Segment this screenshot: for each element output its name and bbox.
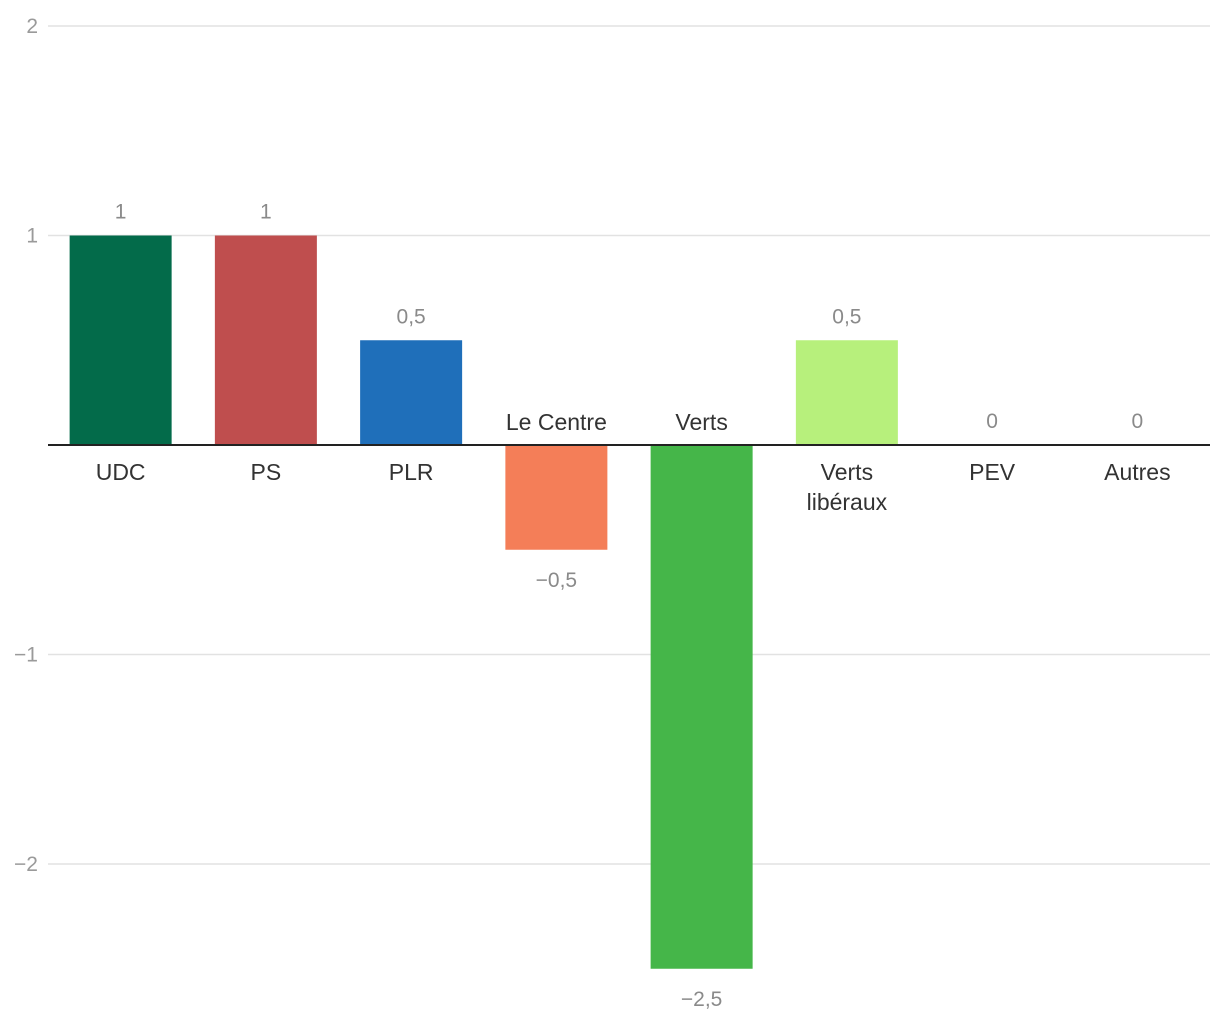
- value-label-le-centre: −0,5: [536, 569, 577, 592]
- category-label-line: PEV: [969, 459, 1016, 485]
- category-label-line: Autres: [1104, 459, 1170, 485]
- category-label-ps: PS: [251, 459, 282, 485]
- category-label-plr: PLR: [389, 459, 434, 485]
- value-label-autres: 0: [1132, 410, 1144, 433]
- y-tick-label: −1: [14, 644, 38, 667]
- bars: [69, 235, 898, 969]
- category-label-autres: Autres: [1104, 459, 1170, 485]
- category-label-pev: PEV: [969, 459, 1016, 485]
- category-label-udc: UDC: [96, 459, 146, 485]
- category-label-line: PLR: [389, 459, 434, 485]
- y-tick-label: 2: [26, 15, 38, 38]
- category-label-line: libéraux: [807, 489, 888, 515]
- category-label-line: UDC: [96, 459, 146, 485]
- category-label-verts: Verts: [675, 409, 727, 435]
- category-label-le-centre: Le Centre: [506, 409, 607, 435]
- value-label-plr: 0,5: [397, 305, 426, 328]
- bar-plr: [360, 340, 463, 445]
- value-label-pev: 0: [986, 410, 998, 433]
- bar-udc: [69, 235, 172, 445]
- category-label-line: Verts: [675, 409, 727, 435]
- value-label-verts: −2,5: [681, 988, 722, 1011]
- category-label-line: Le Centre: [506, 409, 607, 435]
- value-label-ps: 1: [260, 201, 272, 224]
- bar-verts-liberaux: [795, 340, 898, 445]
- category-label-line: Verts: [821, 459, 873, 485]
- y-tick-label: −2: [14, 853, 38, 876]
- bar-le-centre: [505, 445, 608, 550]
- bar-verts: [650, 445, 753, 969]
- bar-ps: [214, 235, 317, 445]
- category-label-line: PS: [251, 459, 282, 485]
- value-label-udc: 1: [115, 201, 127, 224]
- labels: 2 1 −1 −2 UDC 1 PS 1 PLR 0,5 Le Centre −0,5 Verts −2,…: [14, 15, 1171, 1011]
- value-label-verts-liberaux: 0,5: [832, 305, 861, 328]
- category-label-verts-liberaux: Verts libéraux: [807, 459, 888, 515]
- y-tick-label: 1: [26, 225, 38, 248]
